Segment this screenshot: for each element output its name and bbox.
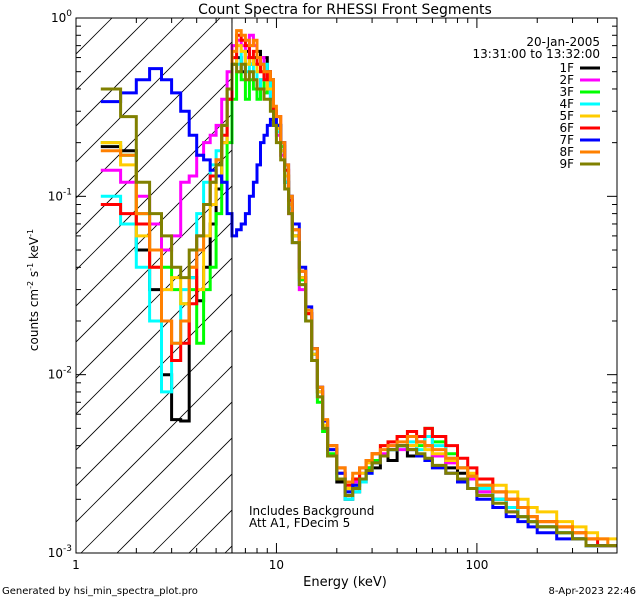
hatch-line [76,18,221,163]
legend-label: 6F [559,121,574,135]
hatch-line [76,221,232,379]
legend-label: 4F [559,97,574,111]
legend-entry-2f: 2F [559,73,600,87]
hatch-line [76,41,232,199]
series-5f [100,44,617,541]
footer-timestamp: 8-Apr-2023 22:46 [549,586,636,597]
y-label-main: counts cm [27,289,41,351]
y-label-sup1: -2 [26,281,35,289]
legend-label: 8F [559,145,574,159]
time-range-label: 13:31:00 to 13:32:00 [473,47,600,61]
legend-entry-3f: 3F [559,85,600,99]
hatch-line [224,545,232,553]
y-label-mid: s [27,271,41,281]
legend-label: 2F [559,73,574,87]
y-tick-label: 100 [51,9,72,25]
hatch-line [76,113,232,271]
y-axis: 10-3 10-2 10-1 100 [48,9,617,560]
legend-entry-7f: 7F [559,133,600,147]
x-axis-label: Energy (keV) [303,575,387,590]
hatch-line [76,77,232,235]
x-tick-label: 1 [72,558,80,572]
y-tick-label: 10-2 [48,366,72,382]
legend-label: 5F [559,109,574,123]
y-tick-label: 10-1 [48,187,72,203]
y-label-sup2: -1 [26,263,35,271]
plot-frame [75,17,618,554]
legend-entry-9f: 9F [559,157,600,171]
hatched-region [76,18,232,553]
series-9f [100,62,617,548]
date-label: 20-Jan-2005 [526,35,600,49]
hatch-line [76,185,232,343]
y-label-end: keV [27,236,41,263]
legend-label: 3F [559,85,574,99]
legend-label: 9F [559,157,574,171]
legend-entry-1f: 1F [559,61,600,75]
series-2f [100,33,617,548]
legend-label: 7F [559,133,574,147]
y-axis-label: counts cm-2 s-1 keV-1 [26,229,41,351]
y-tick-label: 10-3 [48,544,72,560]
series-layer [100,29,617,548]
legend-entry-4f: 4F [559,97,600,111]
y-label-sup3: -1 [26,229,35,237]
legend-entry-8f: 8F [559,145,600,159]
hatch-line [76,18,185,127]
hatch-line [76,329,232,487]
hatch-line [80,401,232,553]
hatch-line [76,18,77,19]
hatch-line [76,149,232,307]
legend-entry-5f: 5F [559,109,600,123]
x-axis: 1 10 100 [72,18,618,572]
chart-title: Count Spectra for RHESSI Front Segments [198,2,492,18]
x-tick-label: 10 [269,558,284,572]
hatch-line [76,365,232,523]
legend-entry-6f: 6F [559,121,600,135]
hatch-line [76,18,113,55]
hatch-line [116,437,232,553]
background-annotation: Includes Background [249,504,374,518]
footer-generator: Generated by hsi_min_spectra_plot.pro [2,586,198,597]
x-tick-label: 100 [465,558,488,572]
attenuator-annotation: Att A1, FDecim 5 [249,516,350,530]
legend-label: 1F [559,61,574,75]
